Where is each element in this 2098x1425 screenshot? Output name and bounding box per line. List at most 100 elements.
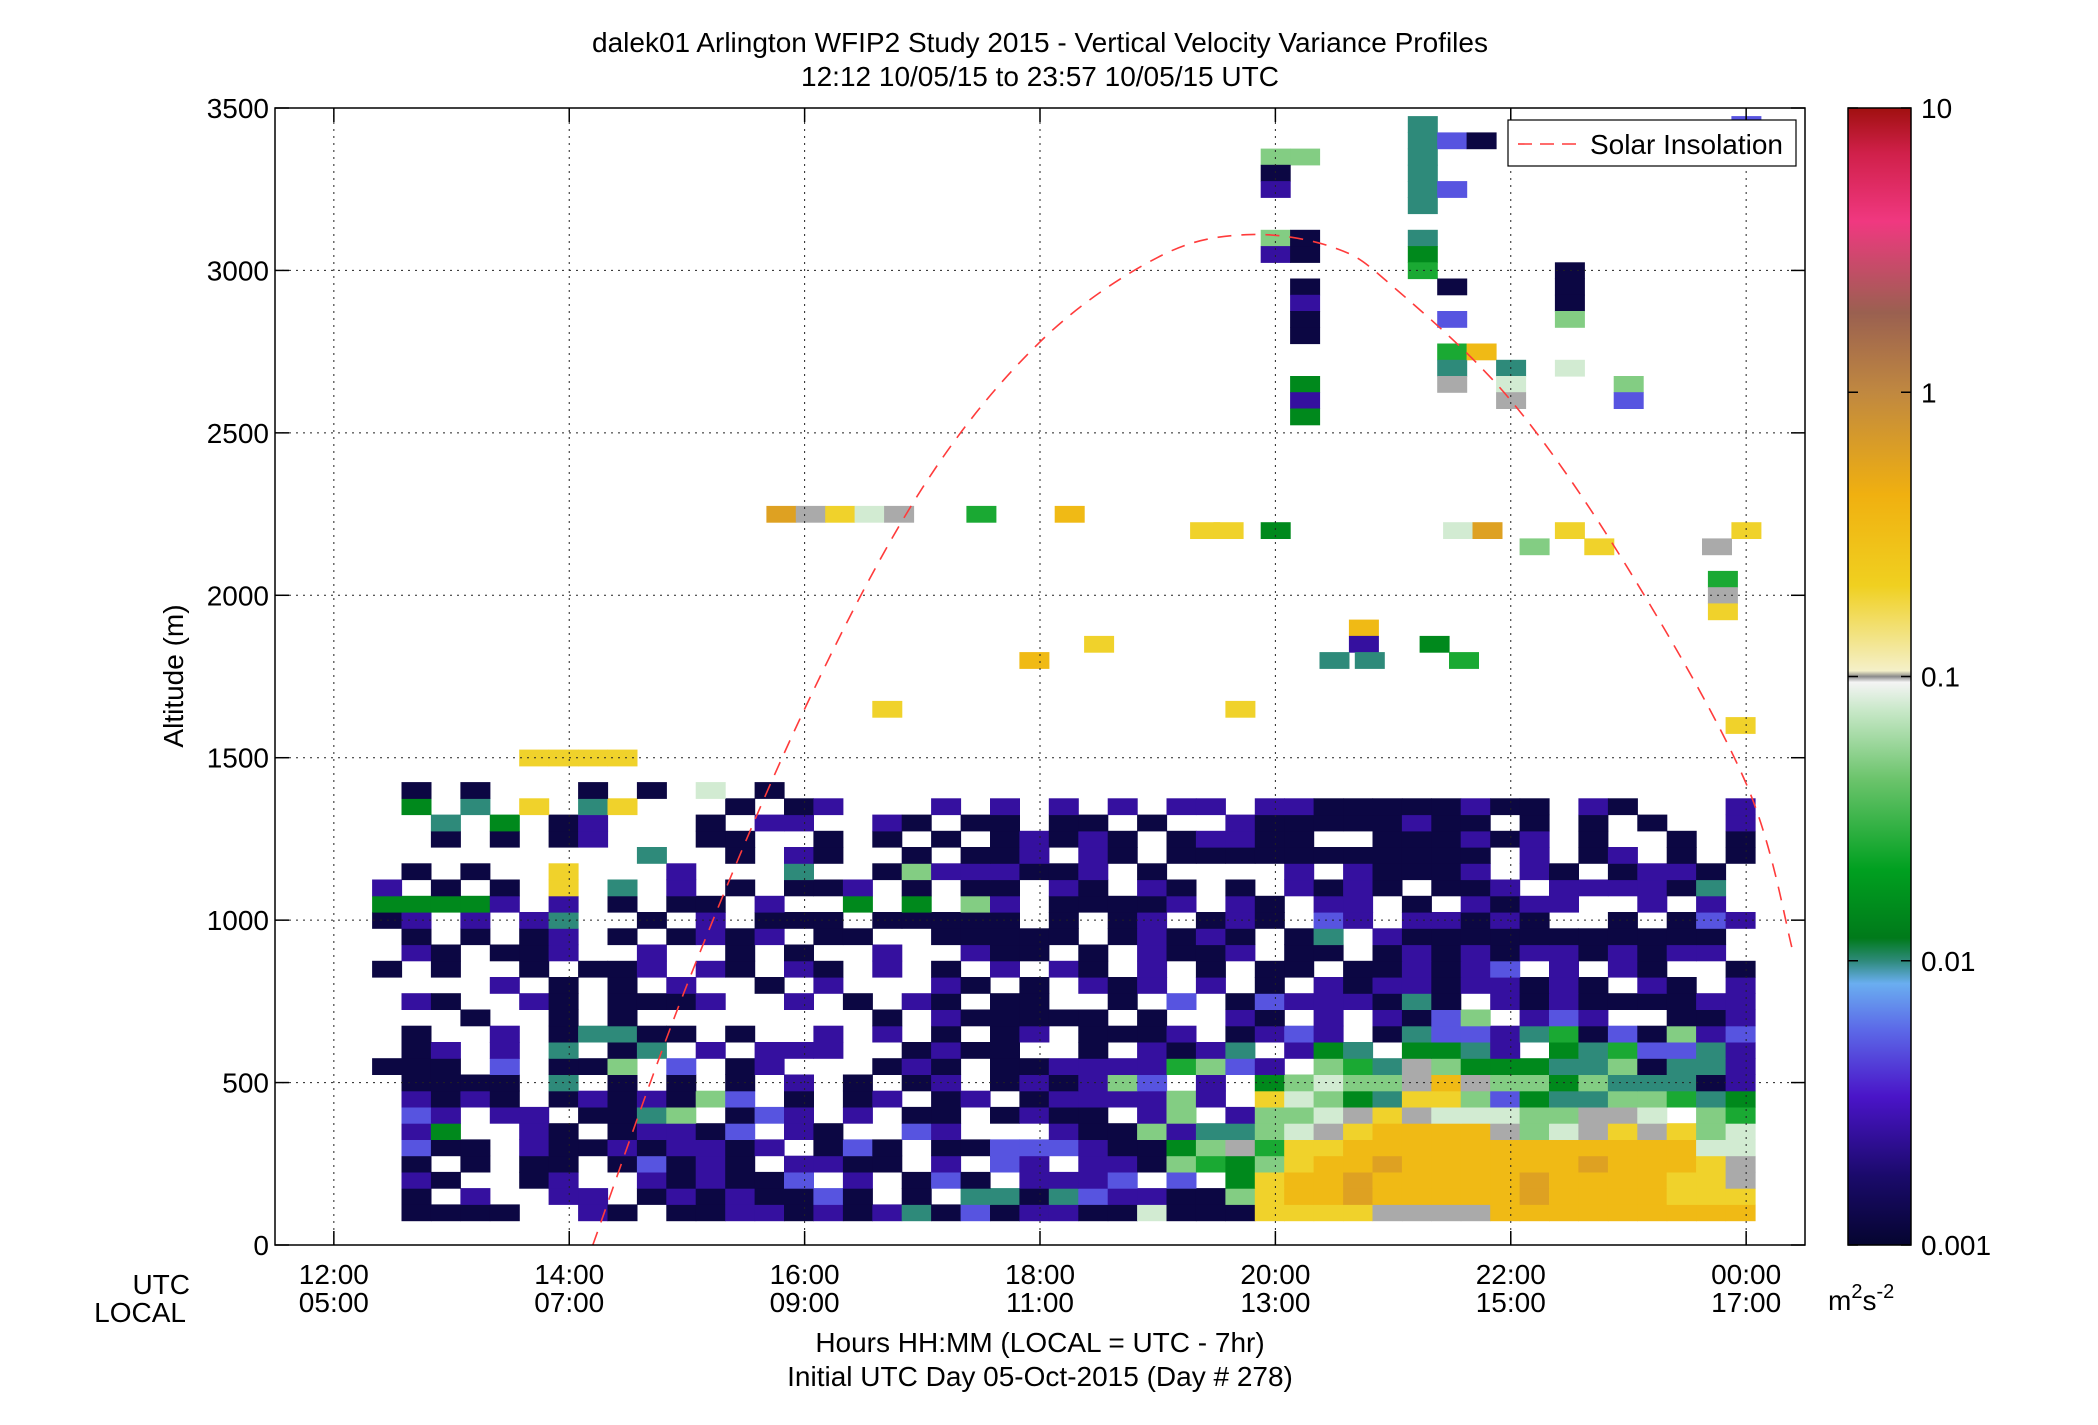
heatmap-cell bbox=[1401, 1204, 1432, 1222]
heatmap-cell bbox=[990, 895, 1020, 913]
heatmap-cell bbox=[931, 1139, 962, 1157]
colorbar-ramp bbox=[1847, 107, 1912, 1246]
heatmap-cell bbox=[1696, 1025, 1727, 1043]
heatmap-cell bbox=[1019, 1139, 1050, 1157]
heatmap-cell bbox=[1519, 1204, 1550, 1222]
heatmap-cell bbox=[1137, 814, 1168, 832]
heatmap-cell bbox=[695, 960, 726, 978]
heatmap-cell bbox=[784, 1042, 814, 1059]
heatmap-cell bbox=[1637, 1123, 1668, 1140]
heatmap-cell bbox=[754, 782, 785, 799]
heatmap-cell bbox=[1578, 1171, 1609, 1189]
heatmap-cell bbox=[1401, 1042, 1432, 1059]
heatmap-cell bbox=[1460, 1188, 1491, 1205]
heatmap-cell bbox=[1313, 1090, 1344, 1108]
heatmap-cell bbox=[695, 814, 726, 832]
heatmap-cell bbox=[1137, 1074, 1168, 1092]
heatmap-cell bbox=[1372, 993, 1403, 1010]
local-row-label: LOCAL bbox=[94, 1297, 186, 1328]
heatmap-cell bbox=[1490, 1139, 1521, 1157]
heatmap-cell bbox=[931, 1204, 962, 1222]
heatmap-cell bbox=[607, 798, 638, 816]
heatmap-cell bbox=[607, 1106, 638, 1124]
heatmap-cell bbox=[1401, 847, 1432, 864]
heatmap-cell bbox=[1260, 164, 1291, 182]
heatmap-cell bbox=[1372, 830, 1403, 848]
heatmap-cell bbox=[990, 1106, 1020, 1124]
heatmap-cell bbox=[1166, 879, 1197, 897]
heatmap-cell bbox=[519, 798, 550, 816]
heatmap-cell bbox=[1666, 1009, 1697, 1027]
heatmap-cell bbox=[1519, 895, 1550, 913]
heatmap-cell bbox=[1284, 1106, 1315, 1124]
heatmap-cell bbox=[1372, 847, 1403, 864]
heatmap-cell bbox=[1343, 1123, 1374, 1140]
heatmap-cell bbox=[1048, 1171, 1079, 1189]
heatmap-cell bbox=[1290, 246, 1321, 263]
heatmap-cell bbox=[1519, 1123, 1550, 1140]
heatmap-cell bbox=[931, 1042, 962, 1059]
heatmap-cell bbox=[519, 1171, 550, 1189]
heatmap-cell bbox=[695, 1123, 726, 1140]
heatmap-cell bbox=[1225, 814, 1256, 832]
heatmap-cell bbox=[842, 1204, 873, 1222]
heatmap-cell bbox=[460, 863, 491, 881]
heatmap-cell bbox=[960, 814, 991, 832]
heatmap-cell bbox=[1731, 522, 1762, 539]
heatmap-cell bbox=[1254, 993, 1285, 1010]
heatmap-cell bbox=[1284, 798, 1315, 816]
heatmap-cell bbox=[1107, 798, 1138, 816]
heatmap-cell bbox=[1460, 1123, 1491, 1140]
heatmap-cell bbox=[636, 1106, 667, 1124]
heatmap-cell bbox=[607, 1139, 638, 1157]
heatmap-cell bbox=[1313, 944, 1344, 962]
heatmap-cell bbox=[1554, 262, 1585, 280]
heatmap-cell bbox=[1290, 408, 1321, 426]
heatmap-cell bbox=[1490, 1155, 1521, 1173]
heatmap-cell bbox=[1254, 1188, 1285, 1205]
heatmap-cell bbox=[1290, 327, 1321, 345]
heatmap-cell bbox=[1195, 1090, 1226, 1108]
heatmap-cell bbox=[607, 993, 638, 1010]
heatmap-cell bbox=[1407, 229, 1438, 247]
heatmap-cell bbox=[1137, 1042, 1168, 1059]
heatmap-cell bbox=[842, 1171, 873, 1189]
heatmap-cell bbox=[1490, 1090, 1521, 1108]
heatmap-cell bbox=[1431, 830, 1462, 848]
heatmap-cell bbox=[1284, 1188, 1315, 1205]
heatmap-cell bbox=[1607, 863, 1638, 881]
heatmap-cell bbox=[1578, 814, 1609, 832]
heatmap-cell bbox=[1195, 1123, 1226, 1140]
heatmap-cell bbox=[1707, 570, 1738, 588]
heatmap-cell bbox=[1078, 1171, 1109, 1189]
heatmap-cell bbox=[1401, 1009, 1432, 1027]
heatmap-cell bbox=[795, 505, 826, 523]
heatmap-cell bbox=[548, 863, 579, 881]
heatmap-cell bbox=[842, 993, 873, 1010]
heatmap-cell bbox=[1254, 814, 1285, 832]
heatmap-cell bbox=[872, 1155, 903, 1173]
heatmap-cell bbox=[1490, 895, 1521, 913]
heatmap-cell bbox=[1725, 814, 1756, 832]
heatmap-cell bbox=[1407, 116, 1438, 133]
heatmap-cell bbox=[430, 1106, 461, 1124]
heatmap-cell bbox=[1696, 863, 1727, 881]
heatmap-cell bbox=[578, 782, 609, 799]
heatmap-cell bbox=[1195, 798, 1226, 816]
heatmap-cell bbox=[1107, 928, 1138, 946]
heatmap-cell bbox=[1431, 1139, 1462, 1157]
heatmap-cell bbox=[1554, 294, 1585, 312]
heatmap-cell bbox=[1401, 1058, 1432, 1075]
heatmap-cell bbox=[1431, 1188, 1462, 1205]
heatmap-cell bbox=[1313, 977, 1344, 994]
heatmap-cell bbox=[960, 895, 991, 913]
heatmap-cell bbox=[1607, 1188, 1638, 1205]
heatmap-cell bbox=[695, 1204, 726, 1222]
heatmap-cell bbox=[1578, 1009, 1609, 1027]
heatmap-cell bbox=[1549, 1139, 1579, 1157]
heatmap-cell bbox=[607, 1042, 638, 1059]
heatmap-cell bbox=[1460, 830, 1491, 848]
x-axis-label: Hours HH:MM (LOCAL = UTC - 7hr) bbox=[815, 1327, 1264, 1358]
heatmap-cell bbox=[1166, 798, 1197, 816]
heatmap-cell bbox=[578, 1139, 609, 1157]
